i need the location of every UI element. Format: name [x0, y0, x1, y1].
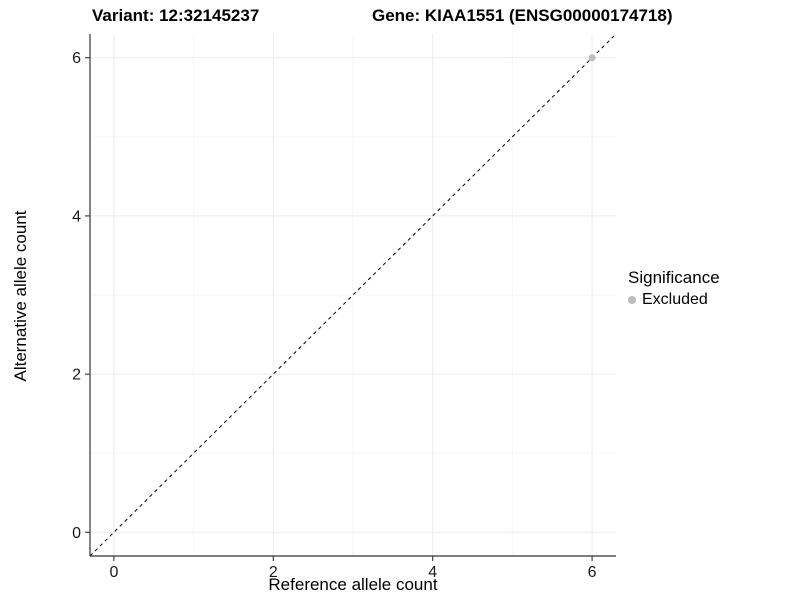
x-tick-label: 6 [588, 564, 597, 581]
y-axis-title: Alternative allele count [11, 210, 30, 382]
x-tick-label: 2 [269, 564, 278, 581]
x-tick-label: 0 [109, 564, 118, 581]
identity-line [89, 33, 617, 557]
gene-title: Gene: KIAA1551 (ENSG00000174718) [372, 6, 673, 25]
legend-item-label: Excluded [642, 291, 708, 308]
legend-point-icon [628, 296, 636, 304]
y-tick-label: 2 [72, 367, 81, 384]
data-point [588, 54, 596, 62]
variant-title: Variant: 12:32145237 [92, 6, 260, 25]
x-axis-title: Reference allele count [268, 575, 438, 594]
y-tick-label: 4 [72, 208, 81, 225]
legend-title: Significance [628, 268, 720, 287]
legend-item-excluded: Excluded [628, 291, 720, 309]
y-tick-label: 6 [72, 50, 81, 67]
legend: Significance Excluded [628, 268, 720, 309]
y-tick-label: 0 [72, 525, 81, 542]
x-tick-label: 4 [428, 564, 437, 581]
